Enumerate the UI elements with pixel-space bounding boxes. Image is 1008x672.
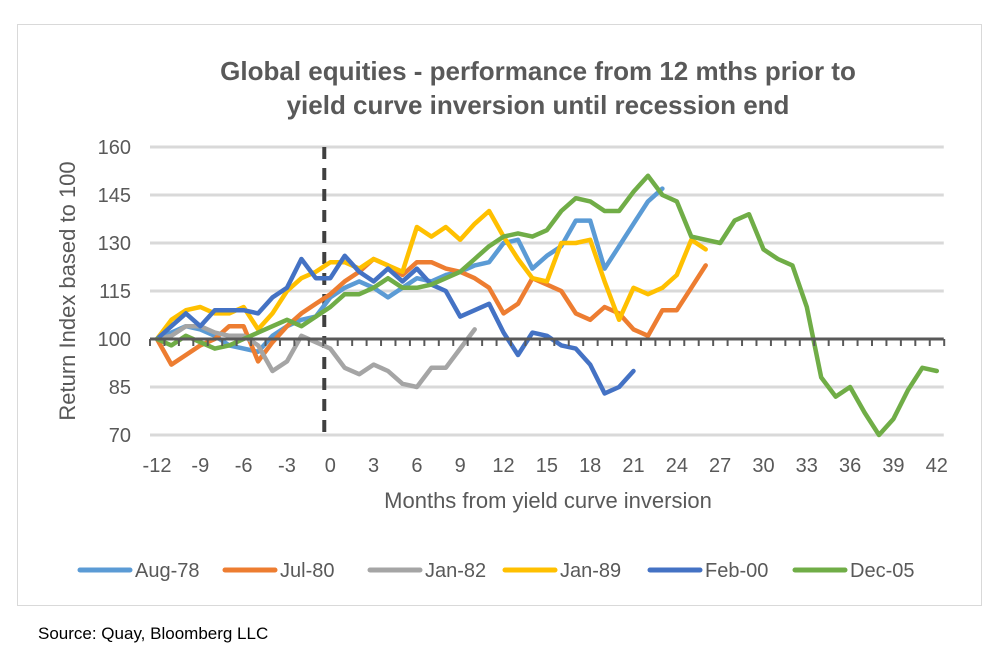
x-tick-label: -9 <box>191 455 209 477</box>
x-tick-label: 21 <box>622 455 644 477</box>
source-note: Source: Quay, Bloomberg LLC <box>38 624 269 643</box>
x-tick-label: 39 <box>882 455 904 477</box>
x-tick-label: 42 <box>926 455 948 477</box>
x-tick-label: 36 <box>839 455 861 477</box>
x-tick-label: 24 <box>666 455 688 477</box>
series-line-jan-89 <box>154 208 708 342</box>
y-tick-label: 70 <box>109 425 131 447</box>
chart-title-line-1: Global equities - performance from 12 mt… <box>220 56 856 86</box>
x-tick-label: 0 <box>325 455 336 477</box>
x-tick-label: 30 <box>752 455 774 477</box>
series-line-jan-82 <box>154 323 477 390</box>
x-tick-label: 12 <box>492 455 514 477</box>
y-tick-label: 100 <box>98 329 131 351</box>
x-tick-label: 27 <box>709 455 731 477</box>
legend-label: Jan-82 <box>425 560 486 582</box>
x-tick-label: 3 <box>368 455 379 477</box>
chart-title-line-2: yield curve inversion until recession en… <box>287 90 790 120</box>
legend-label: Aug-78 <box>135 560 200 582</box>
series-line-aug-78 <box>154 186 665 355</box>
series-line-dec-05 <box>154 173 940 438</box>
x-tick-label: 33 <box>796 455 818 477</box>
x-tick-label: -12 <box>143 455 172 477</box>
x-tick-label: -3 <box>278 455 296 477</box>
legend-label: Jul-80 <box>280 560 334 582</box>
y-tick-label: 160 <box>98 137 131 159</box>
chart-frame <box>17 24 982 606</box>
x-axis-label: Months from yield curve inversion <box>384 488 712 513</box>
legend-label: Feb-00 <box>705 560 768 582</box>
y-tick-label: 145 <box>98 185 131 207</box>
x-tick-label: 15 <box>536 455 558 477</box>
legend-label: Dec-05 <box>850 560 914 582</box>
legend-label: Jan-89 <box>560 560 621 582</box>
x-tick-label: 9 <box>455 455 466 477</box>
x-tick-label: -6 <box>235 455 253 477</box>
y-tick-label: 115 <box>99 281 131 303</box>
x-tick-label: 18 <box>579 455 601 477</box>
x-tick-label: 6 <box>411 455 422 477</box>
y-tick-label: 130 <box>98 233 131 255</box>
y-axis-label: Return Index based to 100 <box>55 161 80 420</box>
y-tick-label: 85 <box>109 377 131 399</box>
